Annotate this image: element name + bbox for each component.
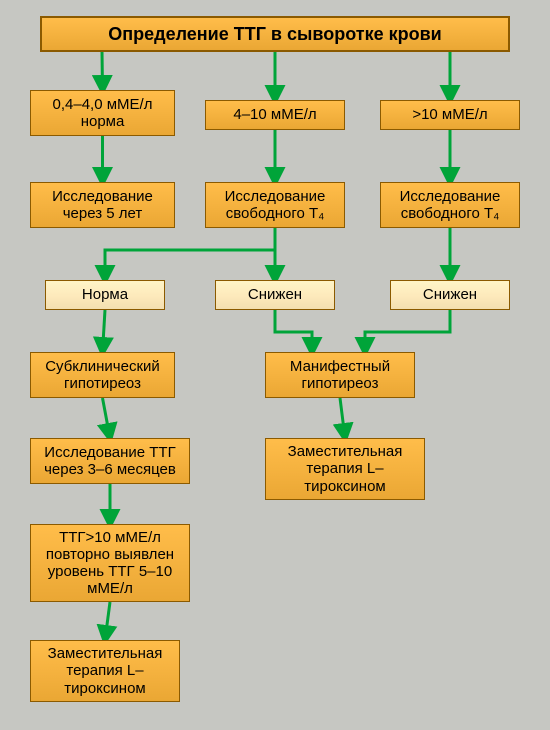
node-study3: Исследование свободного Т₄ — [380, 182, 520, 228]
node-low2: Снижен — [215, 280, 335, 310]
node-study2: Исследование свободного Т₄ — [205, 182, 345, 228]
edge-norma-subclin — [103, 310, 106, 352]
node-title: Определение ТТГ в сыворотке крови — [40, 16, 510, 52]
edge-low2-manifest — [275, 310, 312, 352]
edge-repeat-therapy1 — [105, 602, 110, 640]
node-range3: >10 мМЕ/л — [380, 100, 520, 130]
node-norma: Норма — [45, 280, 165, 310]
node-follow5: Исследование через 5 лет — [30, 182, 175, 228]
node-low3: Снижен — [390, 280, 510, 310]
node-range2: 4–10 мМЕ/л — [205, 100, 345, 130]
node-repeat: ТТГ>10 мМЕ/л повторно выявлен уровень ТТ… — [30, 524, 190, 602]
edge-study2-norma — [105, 228, 275, 280]
node-retest: Исследование ТТГ через 3–6 месяцев — [30, 438, 190, 484]
edge-title-range1 — [102, 52, 103, 90]
edge-manifest-therapy2 — [340, 398, 345, 438]
node-range1: 0,4–4,0 мМЕ/л норма — [30, 90, 175, 136]
node-therapy1: Заместительная терапия L–тироксином — [30, 640, 180, 702]
flowchart-canvas: Определение ТТГ в сыворотке крови 0,4–4,0… — [0, 0, 550, 730]
node-therapy2: Заместительная терапия L–тироксином — [265, 438, 425, 500]
edge-low3-manifest — [365, 310, 450, 352]
node-subclin: Субклинический гипотиреоз — [30, 352, 175, 398]
edge-subclin-retest — [103, 398, 111, 438]
node-manifest: Манифестный гипотиреоз — [265, 352, 415, 398]
